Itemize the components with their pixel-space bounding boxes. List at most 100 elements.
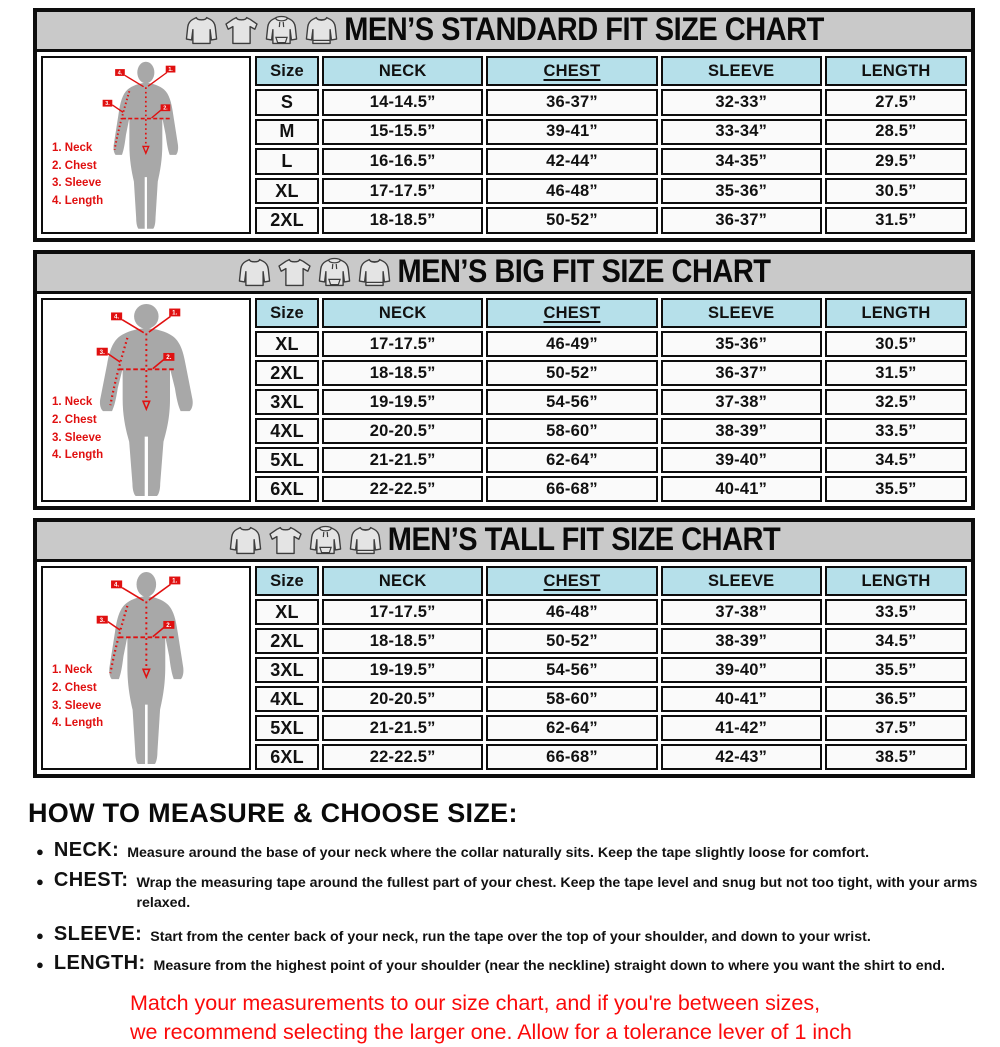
- length-cell: 36.5”: [824, 686, 967, 712]
- column-header: SLEEVE: [660, 566, 822, 596]
- neck-cell: 17-17.5”: [322, 177, 484, 205]
- length-cell: 30.5”: [824, 177, 967, 205]
- table-body: S 14-14.5” 36-37” 32-33” 27.5” M 15-15.5…: [255, 89, 967, 234]
- chart-title-bar: MEN’S BIG FIT SIZE CHART: [37, 254, 971, 294]
- neck-cell: 20-20.5”: [322, 686, 484, 712]
- length-cell: 31.5”: [824, 360, 967, 386]
- sleeve-cell: 40-41”: [660, 476, 822, 502]
- chest-cell: 46-48”: [486, 599, 658, 625]
- measure-badge: 1.: [172, 578, 177, 585]
- sweatshirt-icon: [357, 257, 392, 288]
- measurement-figure-panel: 1. 2. 3. 4. 1. Neck 2. Chest 3. Sleeve 4…: [41, 298, 251, 502]
- neck-cell: 18-18.5”: [322, 360, 484, 386]
- bullet-icon: ●: [36, 927, 44, 943]
- column-header: CHEST: [486, 566, 658, 596]
- length-cell: 30.5”: [824, 331, 967, 357]
- sleeve-cell: 34-35”: [660, 148, 822, 175]
- column-header: LENGTH: [824, 566, 967, 596]
- length-cell: 38.5”: [824, 744, 967, 770]
- length-cell: 32.5”: [824, 389, 967, 415]
- sleeve-cell: 36-37”: [660, 360, 822, 386]
- size-table: Size NECK CHEST SLEEVE LENGTH XL 17-17.5” 46…: [255, 566, 967, 770]
- bullet-icon: ●: [36, 844, 44, 859]
- measurement-figure-panel: 1. 2. 3. 4. 1. Neck 2. Chest 3. Sleeve 4…: [41, 56, 251, 234]
- table-row: 2XL 18-18.5” 50-52” 36-37” 31.5”: [255, 360, 967, 386]
- length-cell: 35.5”: [824, 657, 967, 683]
- size-cell: XL: [255, 177, 319, 205]
- table-row: 3XL 19-19.5” 54-56” 39-40” 35.5”: [255, 657, 967, 683]
- size-cell: 6XL: [255, 744, 319, 770]
- bullet-icon: ●: [36, 957, 44, 973]
- measure-badge: 1.: [168, 67, 173, 73]
- measure-instructions: ● NECK: Measure around the base of your …: [28, 839, 990, 977]
- measure-badge: 2.: [163, 105, 168, 111]
- length-cell: 34.5”: [824, 628, 967, 654]
- sleeve-cell: 32-33”: [660, 89, 822, 116]
- figure-legend-item: 4. Length: [52, 717, 104, 730]
- length-cell: 35.5”: [824, 476, 967, 502]
- measurement-figure-panel: 1. 2. 3. 4. 1. Neck 2. Chest 3. Sleeve 4…: [41, 566, 251, 770]
- table-row: 2XL 18-18.5” 50-52” 36-37” 31.5”: [255, 207, 967, 234]
- size-cell: M: [255, 118, 319, 146]
- table-row: S 14-14.5” 36-37” 32-33” 27.5”: [255, 89, 967, 116]
- neck-cell: 20-20.5”: [322, 418, 484, 444]
- chest-cell: 50-52”: [486, 207, 658, 234]
- table-row: 2XL 18-18.5” 50-52” 38-39” 34.5”: [255, 628, 967, 654]
- chest-cell: 58-60”: [486, 686, 658, 712]
- note-line: Match your measurements to our size char…: [130, 990, 821, 1015]
- column-header: NECK: [322, 566, 484, 596]
- neck-cell: 18-18.5”: [322, 207, 484, 234]
- measure-text: Wrap the measuring tape around the fulle…: [136, 874, 978, 912]
- measure-badge: 2.: [166, 622, 171, 629]
- neck-cell: 19-19.5”: [322, 657, 484, 683]
- figure-legend-item: 1. Neck: [52, 141, 93, 154]
- chart-title-bar: MEN’S STANDARD FIT SIZE CHART: [37, 12, 971, 52]
- sleeve-cell: 36-37”: [660, 207, 822, 234]
- neck-cell: 22-22.5”: [322, 744, 484, 770]
- length-cell: 27.5”: [824, 89, 967, 116]
- column-header: CHEST: [486, 56, 658, 86]
- figure-legend-item: 2. Chest: [52, 681, 97, 694]
- size-cell: 3XL: [255, 389, 319, 415]
- neck-cell: 18-18.5”: [322, 628, 484, 654]
- column-header: Size: [255, 56, 319, 86]
- tall-fit-size-chart: MEN’S TALL FIT SIZE CHART 1. 2. 3. 4. 1.…: [33, 518, 975, 778]
- sleeve-cell: 40-41”: [660, 686, 822, 712]
- chest-cell: 46-49”: [486, 331, 658, 357]
- male-silhouette-big: [99, 303, 193, 497]
- hoodie-icon: [264, 15, 299, 46]
- column-header: SLEEVE: [660, 298, 822, 328]
- table-row: XL 17-17.5” 46-48” 37-38” 33.5”: [255, 599, 967, 625]
- size-cell: S: [255, 89, 319, 116]
- chest-cell: 39-41”: [486, 118, 658, 146]
- measure-badge: 3.: [105, 101, 110, 107]
- measure-badge: 3.: [99, 349, 104, 356]
- sweatshirt-icon: [348, 525, 383, 556]
- size-cell: XL: [255, 331, 319, 357]
- sweatshirt-icon: [304, 15, 339, 46]
- chest-cell: 50-52”: [486, 360, 658, 386]
- neck-cell: 14-14.5”: [322, 89, 484, 116]
- measure-badges: 1. 2. 3. 4.: [102, 65, 176, 111]
- sleeve-cell: 38-39”: [660, 418, 822, 444]
- chest-cell: 66-68”: [486, 744, 658, 770]
- sleeve-cell: 42-43”: [660, 744, 822, 770]
- body-silhouette-figure: 1. 2. 3. 4.: [96, 571, 184, 765]
- male-silhouette: [108, 571, 184, 765]
- figure-legend: 1. Neck 2. Chest 3. Sleeve 4. Length: [52, 662, 103, 733]
- neck-cell: 16-16.5”: [322, 148, 484, 175]
- table-header-row: Size NECK CHEST SLEEVE LENGTH: [255, 566, 967, 596]
- note-line: we recommend selecting the larger one. A…: [130, 1019, 852, 1044]
- male-silhouette: [113, 61, 179, 229]
- figure-legend-item: 4. Length: [52, 449, 104, 462]
- length-cell: 37.5”: [824, 715, 967, 741]
- size-cell: 6XL: [255, 476, 319, 502]
- neck-cell: 15-15.5”: [322, 118, 484, 146]
- table-row: L 16-16.5” 42-44” 34-35” 29.5”: [255, 148, 967, 175]
- sleeve-cell: 35-36”: [660, 177, 822, 205]
- chest-cell: 36-37”: [486, 89, 658, 116]
- how-to-measure-section: HOW TO MEASURE & CHOOSE SIZE: ● NECK: Me…: [0, 786, 1000, 1047]
- chest-cell: 42-44”: [486, 148, 658, 175]
- size-cell: 3XL: [255, 657, 319, 683]
- figure-legend-item: 3. Sleeve: [52, 699, 102, 712]
